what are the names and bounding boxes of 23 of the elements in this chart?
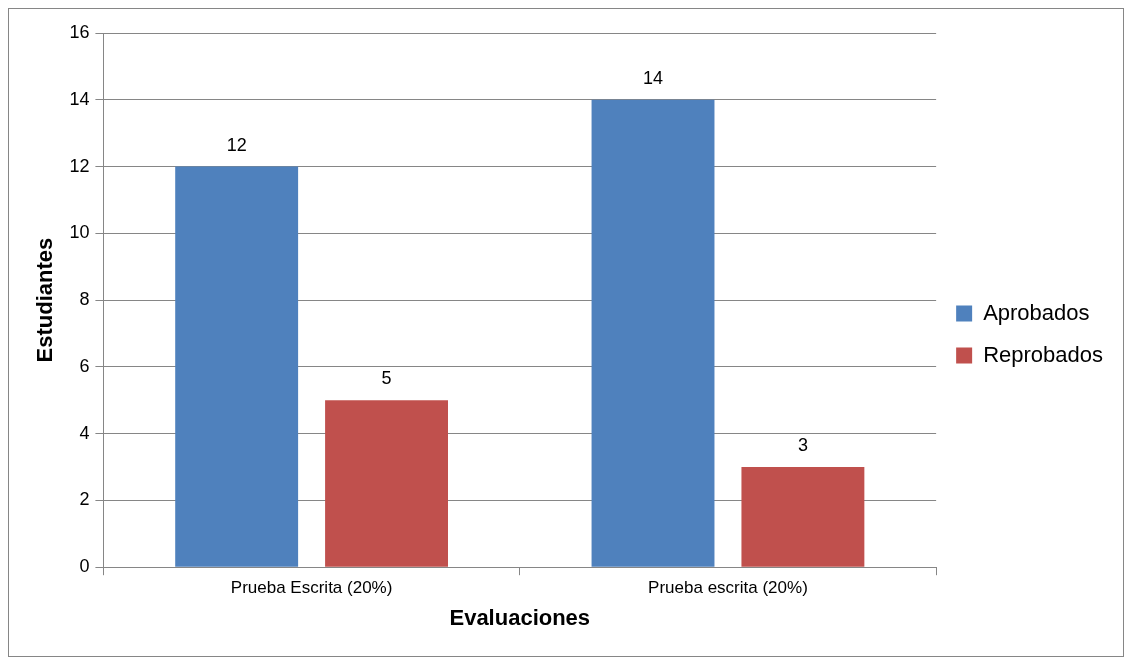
- data-label: 5: [381, 368, 392, 389]
- bar: [175, 166, 299, 567]
- data-label: 14: [643, 67, 664, 88]
- x-tick-label: Prueba Escrita (20%): [230, 578, 393, 598]
- bar: [325, 400, 448, 567]
- x-tick-label: Prueba escrita (20%): [648, 578, 808, 598]
- y-tick-label: 8: [79, 289, 90, 310]
- y-tick-label: 14: [69, 88, 90, 109]
- data-label: 12: [226, 134, 247, 155]
- y-tick-label: 12: [69, 155, 90, 176]
- y-tick-label: 0: [79, 556, 90, 577]
- bar: [741, 467, 865, 567]
- legend-label: Reprobados: [983, 341, 1104, 367]
- data-label: 3: [797, 435, 808, 456]
- y-tick-label: 16: [69, 21, 90, 42]
- x-axis-title: Evaluaciones: [449, 604, 591, 630]
- y-axis-title: Estudiantes: [32, 237, 58, 363]
- bar: [591, 99, 715, 567]
- y-tick-label: 10: [69, 222, 90, 243]
- legend-label: Aprobados: [983, 299, 1090, 325]
- y-tick-label: 4: [79, 422, 90, 443]
- y-tick-label: 2: [79, 489, 90, 510]
- y-tick-label: 6: [79, 355, 90, 376]
